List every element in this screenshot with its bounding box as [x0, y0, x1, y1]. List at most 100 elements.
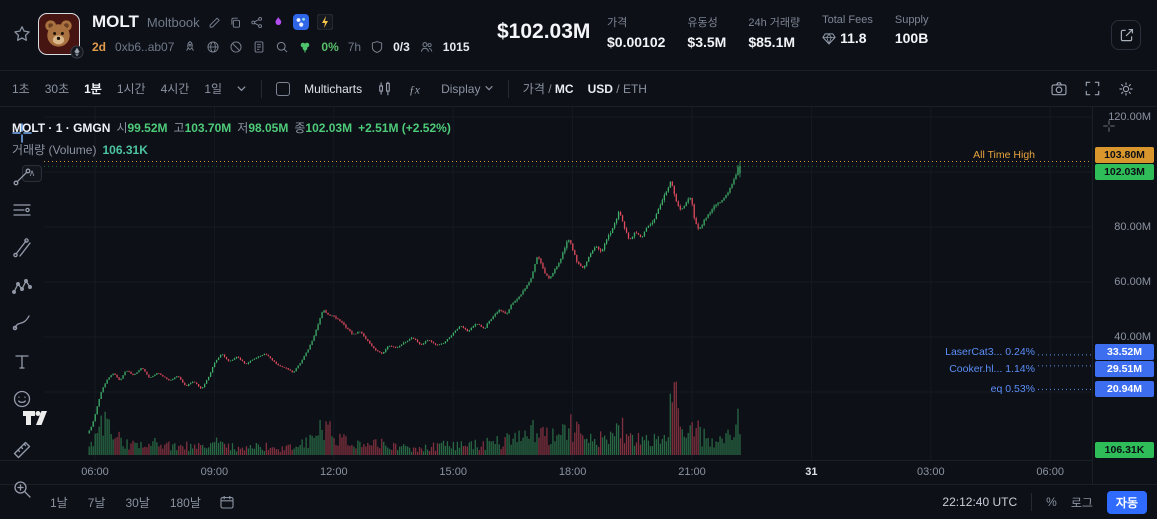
stat-label: Total Fees	[822, 14, 873, 26]
timeframe-1h[interactable]: 1시간	[116, 82, 146, 96]
chart-area: MOLT · 1 · GMGN 시99.52M 고103.70M 저98.05M…	[0, 107, 1157, 484]
log-scale-button[interactable]: 로그	[1070, 495, 1093, 510]
timeframe-4h[interactable]: 4시간	[160, 82, 190, 96]
timeframe-1d[interactable]: 1일	[204, 82, 223, 96]
high-label: 고	[173, 121, 185, 135]
time-axis[interactable]: 06:00 09:00 12:00 15:00 18:00 21:00 31 03:00 06:…	[0, 460, 1092, 484]
fullscreen-icon[interactable]	[1084, 80, 1101, 97]
camera-icon[interactable]	[1050, 80, 1068, 98]
notes-icon[interactable]	[252, 40, 266, 54]
clover-icon	[298, 40, 312, 54]
brush-tool-icon[interactable]	[11, 311, 33, 333]
emoji-tool-icon[interactable]	[11, 388, 33, 410]
calendar-icon[interactable]	[219, 494, 235, 510]
legend-title: MOLT · 1 · GMGN	[12, 120, 111, 135]
rocket-icon[interactable]	[183, 40, 197, 54]
cooker-price-tag: 29.51M	[1095, 360, 1154, 377]
market-cap-price: $102.03M	[497, 20, 591, 43]
price-mc-toggle[interactable]: 가격 / MC	[522, 82, 574, 96]
flame-icon[interactable]	[271, 15, 285, 29]
bubblemaps-badge-icon[interactable]	[292, 14, 309, 30]
x-axis-label: 18:00	[558, 466, 587, 478]
crosshair-target-icon[interactable]	[1102, 119, 1116, 133]
volume-label: 거래량 (Volume)	[12, 143, 97, 157]
audit-score: 0/3	[393, 40, 410, 54]
pitchfork-tool-icon[interactable]	[11, 236, 33, 258]
candle-style-icon[interactable]	[376, 80, 393, 97]
globe-icon[interactable]	[206, 40, 220, 54]
stat-label: 유동성	[687, 17, 718, 29]
x-axis-label: 15:00	[439, 466, 467, 478]
range-7d[interactable]: 7날	[87, 495, 106, 510]
high-value: 103.70M	[184, 121, 232, 135]
edit-icon[interactable]	[208, 16, 221, 29]
tradingview-logo[interactable]	[22, 410, 52, 430]
lasercat-line-label: LaserCat3... 0.24%	[945, 345, 1035, 358]
zoom-tool-icon[interactable]	[11, 478, 33, 500]
range-180d[interactable]: 180날	[169, 495, 201, 510]
price-axis[interactable]: 120.00M 80.00M 60.00M 40.00M 103.80M 102.03M 3…	[1092, 107, 1157, 484]
search-icon[interactable]	[275, 40, 289, 54]
chain-badge-icon	[70, 45, 84, 59]
multicharts-checkbox[interactable]	[276, 81, 291, 96]
indicators-fx-icon[interactable]: ƒx	[407, 81, 427, 97]
token-header: MOLT Moltbook 2d 0xb6..ab07 0% 7h	[0, 0, 1157, 70]
token-stats: 가격 $0.00102 유동성 $3.5M 24h 거래량 $85.1M Total Fee…	[607, 14, 929, 50]
y-axis-label: 120.00M	[1108, 111, 1151, 123]
lightning-badge-icon[interactable]	[316, 14, 333, 30]
low-label: 저	[237, 121, 249, 135]
ath-line-label: All Time High	[973, 149, 1035, 162]
horizontal-lines-tool-icon[interactable]	[11, 199, 33, 221]
pattern-tool-icon[interactable]	[11, 277, 33, 299]
favorite-star-icon[interactable]	[12, 24, 32, 44]
stat-value: $3.5M	[687, 34, 727, 50]
close-value: 102.03M	[305, 121, 353, 135]
stat-volume-24h: 24h 거래량 $85.1M	[748, 14, 800, 50]
volume-value: 106.31K	[102, 142, 148, 157]
stat-value: $0.00102	[607, 34, 666, 50]
divider	[507, 79, 509, 98]
timeframe-group: 1초 30초 1분 1시간 4시간 1일	[12, 80, 222, 97]
insider-window: 7h	[347, 40, 362, 54]
copy-icon[interactable]	[229, 16, 242, 29]
usd-eth-toggle[interactable]: USD / ETH	[587, 81, 647, 96]
multicharts-label[interactable]: Multicharts	[304, 81, 363, 96]
token-avatar[interactable]	[38, 13, 84, 59]
y-axis-label: 40.00M	[1114, 331, 1151, 343]
eq-line-label: eq 0.53%	[990, 383, 1035, 396]
gear-icon[interactable]	[1117, 80, 1135, 98]
trendline-tool-icon[interactable]	[11, 166, 33, 188]
external-link-button[interactable]	[1111, 20, 1141, 50]
token-address[interactable]: 0xb6..ab07	[115, 40, 175, 54]
bear-avatar-image	[45, 20, 72, 47]
timeframe-1m[interactable]: 1분	[84, 82, 102, 96]
chevron-down-icon[interactable]	[236, 83, 247, 94]
display-dropdown[interactable]: Display	[441, 82, 494, 96]
range-1d[interactable]: 1날	[50, 495, 68, 510]
holders-icon	[419, 40, 434, 54]
insider-percent: 0%	[321, 40, 339, 54]
auto-scale-button[interactable]: 자동	[1106, 490, 1147, 514]
timeframe-1s[interactable]: 1초	[12, 82, 30, 96]
volume-legend: 거래량 (Volume) 106.31K	[12, 141, 148, 158]
open-label: 시	[116, 121, 128, 135]
chart-canvas[interactable]	[44, 107, 1092, 460]
y-axis-label: 60.00M	[1114, 276, 1151, 288]
token-name: Moltbook	[146, 14, 200, 30]
stat-label: 가격	[607, 17, 628, 29]
token-symbol: MOLT	[92, 12, 139, 31]
block-icon[interactable]	[229, 40, 243, 54]
stat-supply: Supply 100B	[895, 14, 929, 50]
range-30d[interactable]: 30날	[125, 495, 150, 510]
cross-tool-icon[interactable]	[11, 122, 33, 144]
timeframe-30s[interactable]: 30초	[44, 82, 70, 96]
measure-tool-icon[interactable]	[11, 439, 33, 461]
text-tool-icon[interactable]	[11, 351, 33, 373]
last-price-price-tag: 102.03M	[1095, 164, 1154, 181]
percent-scale-button[interactable]: %	[1046, 495, 1057, 509]
x-axis-label: 31	[805, 466, 818, 478]
share-icon[interactable]	[250, 16, 263, 29]
lasercat-price-tag: 33.52M	[1095, 343, 1154, 360]
svg-text:ƒx: ƒx	[409, 84, 421, 96]
